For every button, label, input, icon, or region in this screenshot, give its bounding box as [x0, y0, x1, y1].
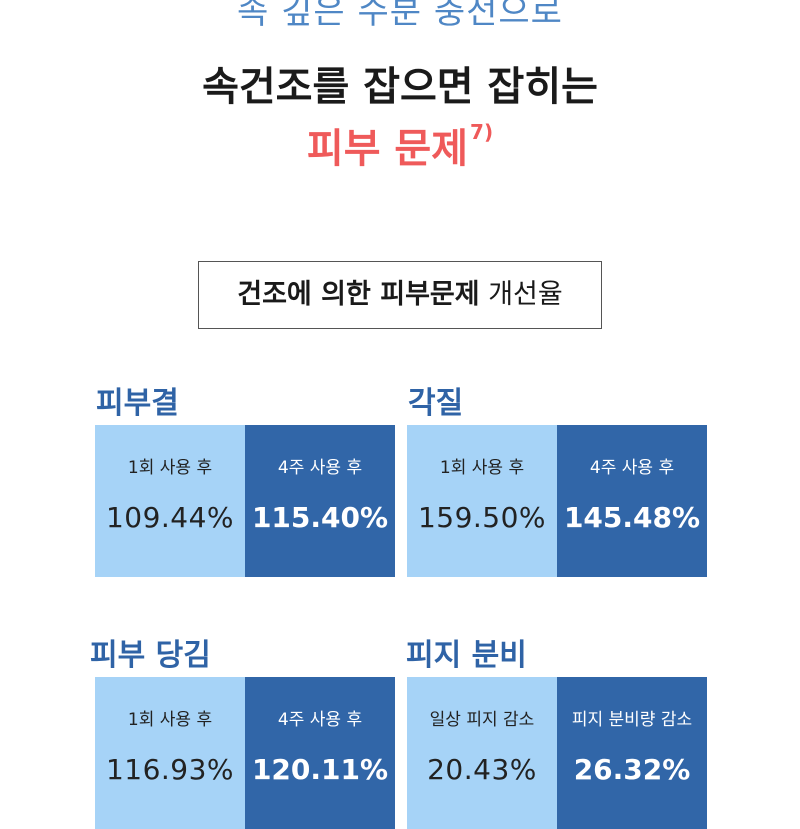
cell-value: 159.50%	[417, 501, 547, 534]
cell-value: 26.32%	[573, 753, 691, 786]
section-title-texture: 피부결	[96, 386, 179, 421]
result-cell: 1회 사용 후 116.93%	[95, 677, 245, 829]
subheadline-text: 피부 문제	[306, 126, 469, 172]
section-title-tightness: 피부 당김	[90, 638, 211, 673]
panel-keratin: 1회 사용 후 159.50% 4주 사용 후 145.48%	[407, 425, 707, 577]
cell-label: 4주 사용 후	[277, 710, 363, 730]
cell-label: 4주 사용 후	[589, 458, 675, 478]
panel-sebum: 일상 피지 감소 20.43% 피지 분비량 감소 26.32%	[407, 677, 707, 829]
cell-value: 116.93%	[105, 753, 235, 786]
footnote-marker: 7)	[470, 120, 494, 144]
result-cell: 4주 사용 후 115.40%	[245, 425, 395, 577]
cell-value: 115.40%	[251, 501, 389, 534]
panel-tightness: 1회 사용 후 116.93% 4주 사용 후 120.11%	[95, 677, 395, 829]
result-cell: 피지 분비량 감소 26.32%	[557, 677, 707, 829]
section-title-sebum: 피지 분비	[406, 638, 527, 673]
result-cell: 4주 사용 후 145.48%	[557, 425, 707, 577]
rate-box-normal: 개선율	[488, 279, 563, 310]
cell-label: 4주 사용 후	[277, 458, 363, 478]
cell-label: 1회 사용 후	[439, 458, 525, 478]
cell-label: 피지 분비량 감소	[571, 710, 693, 730]
rate-box-bold: 건조에 의한 피부문제	[237, 279, 480, 310]
cell-label: 1회 사용 후	[127, 458, 213, 478]
section-title-keratin: 각질	[408, 386, 464, 421]
cell-value: 145.48%	[563, 501, 701, 534]
result-cell: 일상 피지 감소 20.43%	[407, 677, 557, 829]
cell-value: 20.43%	[427, 753, 537, 786]
cell-value: 120.11%	[251, 753, 389, 786]
panel-texture: 1회 사용 후 109.44% 4주 사용 후 115.40%	[95, 425, 395, 577]
intro-text: 속 깊은 수분 충전으로	[237, 0, 563, 32]
headline: 속건조를 잡으면 잡히는	[202, 64, 598, 110]
subheadline: 피부 문제 7)	[0, 116, 800, 174]
result-cell: 1회 사용 후 159.50%	[407, 425, 557, 577]
cell-value: 109.44%	[105, 501, 235, 534]
improvement-rate-box: 건조에 의한 피부문제 개선율	[198, 261, 602, 329]
cell-label: 1회 사용 후	[127, 710, 213, 730]
result-cell: 4주 사용 후 120.11%	[245, 677, 395, 829]
cell-label: 일상 피지 감소	[429, 710, 535, 730]
result-cell: 1회 사용 후 109.44%	[95, 425, 245, 577]
